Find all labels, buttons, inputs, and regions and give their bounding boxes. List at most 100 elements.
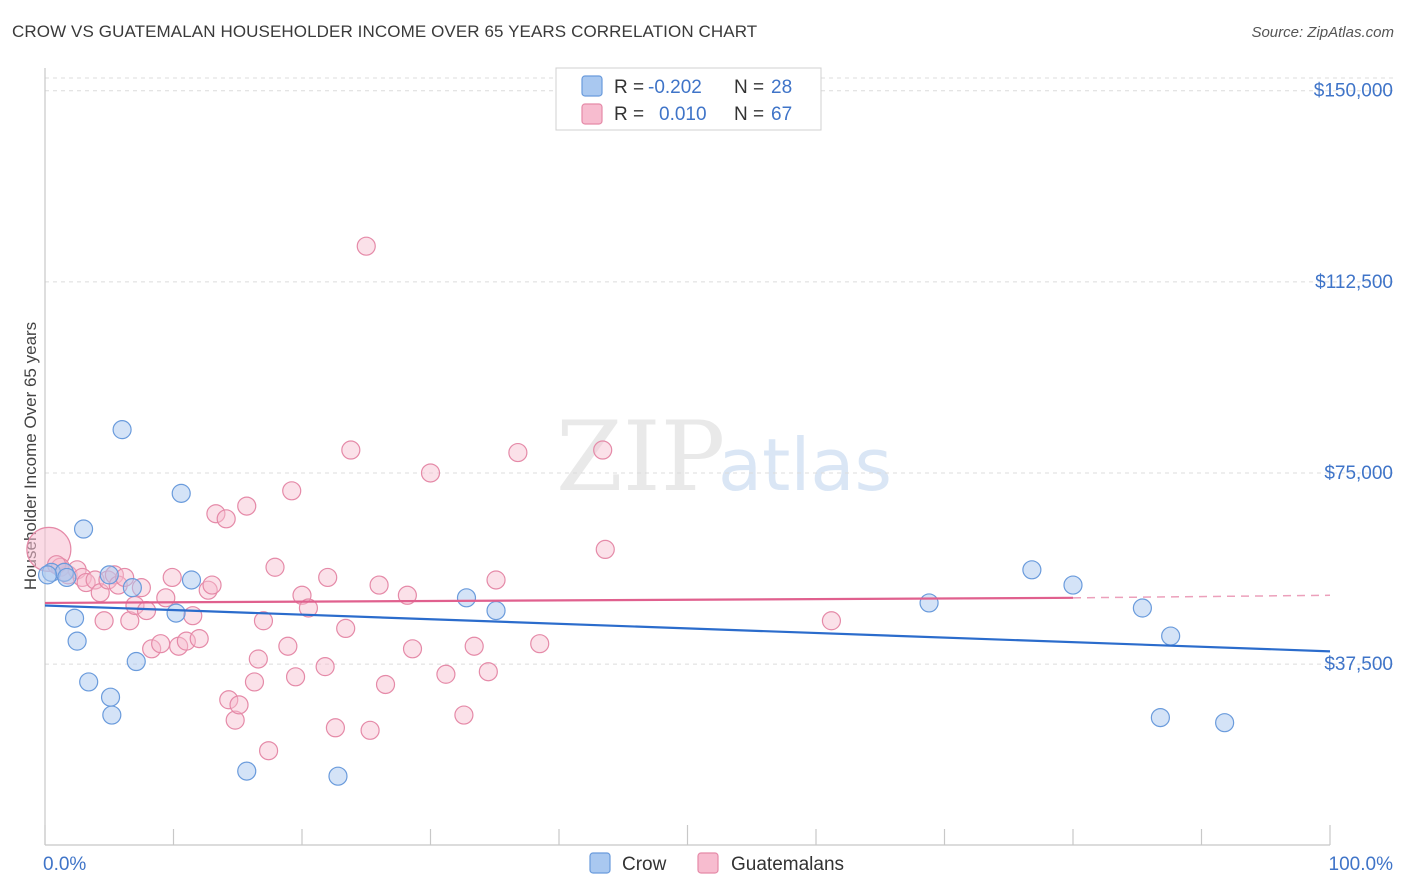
crow-point-12 xyxy=(126,651,146,672)
guatemalans-point-49 xyxy=(360,720,380,740)
crow-point-22 xyxy=(1063,575,1083,595)
crow-point-11 xyxy=(122,578,142,598)
crow-point-27 xyxy=(37,565,58,585)
y-tick-label-3: $150,000 xyxy=(1314,81,1393,102)
guatemalans-point-38 xyxy=(278,636,298,656)
crow-point-18 xyxy=(456,588,477,608)
guatemalans-point-56 xyxy=(454,705,474,725)
y-axis-label: Householder Income Over 65 years xyxy=(21,322,40,590)
guatemalans-point-13 xyxy=(120,611,140,631)
legend-guatemalans-n-value: 67 xyxy=(771,104,792,125)
guatemalans-point-32 xyxy=(237,496,257,516)
guatemalans-point-47 xyxy=(341,440,361,460)
guatemalans-point-40 xyxy=(285,667,306,687)
legend-guatemalans-r-value: 0.010 xyxy=(659,104,707,125)
crow-point-16 xyxy=(237,761,257,781)
series-legend-crow-swatch xyxy=(589,852,611,874)
guatemalans-point-8 xyxy=(94,611,114,631)
crow-point-26 xyxy=(1215,713,1235,733)
legend-guatemalans-swatch xyxy=(581,103,603,125)
guatemalans-point-28 xyxy=(216,509,236,529)
trend-lines xyxy=(44,594,1331,653)
legend-crow-n-label: N = xyxy=(734,77,764,98)
guatemalans-point-18 xyxy=(151,634,171,654)
guatemalans-point-61 xyxy=(530,634,550,654)
crow-point-25 xyxy=(1161,626,1181,646)
crow-point-14 xyxy=(171,483,191,503)
guatemalans-point-50 xyxy=(369,575,389,595)
crow-point-24 xyxy=(1150,707,1170,728)
guatemalans-point-63 xyxy=(595,539,615,560)
crow-point-5 xyxy=(73,519,94,539)
guatemalans-point-33 xyxy=(244,672,265,692)
guatemalans-point-44 xyxy=(318,567,338,588)
series-crow-points xyxy=(37,420,1235,786)
y-tick-label-0: $37,500 xyxy=(1324,654,1393,675)
guatemalans-point-60 xyxy=(508,442,528,463)
crow-point-10 xyxy=(112,420,132,440)
watermark-zip: ZIP xyxy=(556,401,725,513)
crow-point-23 xyxy=(1132,598,1152,618)
guatemalans-point-19 xyxy=(156,588,176,608)
crow-point-21 xyxy=(1022,560,1042,580)
crow-point-2 xyxy=(57,567,77,588)
watermark: ZIP atlas xyxy=(556,401,892,513)
guatemalans-point-29 xyxy=(219,690,239,710)
watermark-atlas: atlas xyxy=(718,423,892,507)
guatemalans-point-35 xyxy=(253,611,274,631)
crow-point-13 xyxy=(166,603,186,623)
crow-point-15 xyxy=(181,570,202,590)
x-tick-label-0: 0.0% xyxy=(43,854,86,875)
guatemalans-point-27 xyxy=(206,504,226,524)
legend-crow-n-value: 28 xyxy=(771,77,792,98)
guatemalans-point-42 xyxy=(298,598,319,618)
guatemalans-point-43 xyxy=(315,657,335,677)
guatemalans-point-20 xyxy=(162,567,182,588)
correlation-legend: R = -0.202 N = 28 R = 0.010 N = 67 xyxy=(555,67,822,131)
chart-title: CROW VS GUATEMALAN HOUSEHOLDER INCOME OV… xyxy=(12,22,758,41)
guatemalans-point-25 xyxy=(198,580,218,600)
guatemalans-point-55 xyxy=(436,664,456,684)
crow-trend-line xyxy=(44,604,1331,653)
guatemalans-point-53 xyxy=(402,639,423,659)
guatemalans-point-39 xyxy=(282,481,302,501)
legend-guatemalans-r-label: R = xyxy=(614,104,644,125)
guatemalans-point-17 xyxy=(142,639,162,659)
guatemalans-trend-extension xyxy=(1072,594,1331,599)
guatemalans-point-52 xyxy=(397,585,417,605)
guatemalans-point-37 xyxy=(265,557,285,577)
guatemalans-point-54 xyxy=(420,463,441,483)
guatemalans-trend-line xyxy=(44,596,1074,605)
crow-point-9 xyxy=(102,705,122,725)
guatemalans-point-57 xyxy=(464,636,484,656)
guatemalans-point-24 xyxy=(189,628,209,649)
series-legend-guatemalans-label: Guatemalans xyxy=(731,854,844,875)
guatemalans-point-30 xyxy=(225,710,245,730)
guatemalans-point-23 xyxy=(183,606,203,626)
crow-point-4 xyxy=(67,631,87,651)
y-tick-label-2: $112,500 xyxy=(1315,272,1393,293)
guatemalans-point-34 xyxy=(248,649,268,669)
series-legend: Crow Guatemalans xyxy=(589,852,844,875)
gridlines xyxy=(45,77,1395,665)
guatemalans-point-59 xyxy=(486,570,506,590)
guatemalans-point-45 xyxy=(325,718,346,738)
crow-point-17 xyxy=(328,766,348,786)
crow-point-7 xyxy=(99,565,119,585)
x-tick-label-1: 100.0% xyxy=(1329,854,1394,875)
guatemalans-point-46 xyxy=(336,618,356,639)
guatemalans-point-48 xyxy=(356,236,376,256)
series-legend-guatemalans-swatch xyxy=(697,852,719,874)
source-credit: Source: ZipAtlas.com xyxy=(1251,24,1394,41)
series-legend-crow-label: Crow xyxy=(622,854,667,875)
crow-point-3 xyxy=(64,608,85,628)
guatemalans-point-26 xyxy=(202,575,222,595)
y-tick-label-1: $75,000 xyxy=(1324,463,1393,484)
guatemalans-point-51 xyxy=(375,674,396,695)
y-tick-labels: $37,500 $75,000 $112,500 $150,000 xyxy=(1314,81,1393,675)
axes xyxy=(44,68,1331,846)
legend-guatemalans-n-label: N = xyxy=(734,104,764,125)
guatemalans-point-62 xyxy=(593,440,613,460)
x-tick-labels: 0.0% 100.0% xyxy=(43,854,1393,875)
